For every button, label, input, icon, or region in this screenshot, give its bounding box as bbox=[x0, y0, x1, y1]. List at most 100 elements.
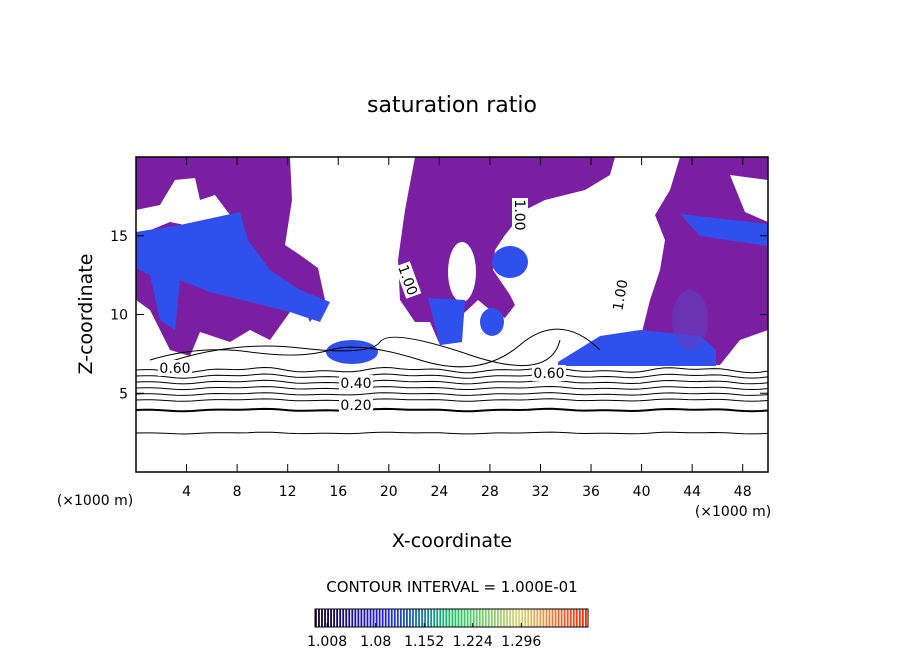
colorbar-tick-label: 1.152 bbox=[404, 634, 444, 650]
contour-lines bbox=[135, 328, 769, 435]
colorbar-stripe bbox=[415, 609, 417, 627]
colorbar-stripe bbox=[402, 609, 405, 627]
x-tick-label: 12 bbox=[279, 484, 297, 500]
contour-line bbox=[135, 398, 769, 402]
colorbar-stripe bbox=[396, 609, 399, 627]
colorbar-stripe bbox=[490, 609, 493, 627]
colorbar-stripe bbox=[412, 609, 414, 627]
colorbar-tick-label: 1.296 bbox=[501, 634, 541, 650]
colorbar-tick-label: 1.008 bbox=[307, 634, 347, 650]
colorbar-stripe bbox=[524, 609, 527, 627]
contour-line bbox=[135, 379, 769, 385]
colorbar-stripe bbox=[475, 609, 478, 627]
contour-label: 0.60 bbox=[533, 366, 564, 382]
colorbar-stripe bbox=[469, 609, 472, 627]
colorbar-stripe bbox=[487, 609, 490, 627]
colorbar-stripe bbox=[327, 609, 329, 627]
x-tick-label: 4 bbox=[182, 484, 191, 500]
contour-label: 0.60 bbox=[159, 361, 190, 377]
colorbar-stripe bbox=[378, 609, 381, 627]
colorbar-stripe bbox=[399, 609, 402, 627]
colorbar-stripe bbox=[463, 609, 466, 627]
colorbar-stripe bbox=[460, 609, 463, 627]
contour-label-bg bbox=[394, 261, 422, 299]
colorbar-stripe bbox=[409, 609, 411, 627]
colorbar-stripe bbox=[512, 609, 514, 627]
y-unit: (×1000 m) bbox=[57, 493, 133, 509]
colorbar-stripe bbox=[584, 609, 587, 627]
colorbar-stripe bbox=[348, 609, 351, 627]
x-unit: (×1000 m) bbox=[695, 504, 771, 520]
blue-region bbox=[480, 308, 504, 336]
colorbar-stripe bbox=[427, 609, 430, 627]
filled-regions bbox=[136, 157, 768, 366]
colorbar-stripe bbox=[484, 609, 487, 627]
x-tick-label: 28 bbox=[481, 484, 499, 500]
colorbar-stripe bbox=[560, 609, 563, 627]
colorbar-stripe bbox=[500, 609, 502, 627]
white-gap bbox=[730, 175, 768, 222]
colorbar-tick-label: 1.224 bbox=[453, 634, 493, 650]
colorbar-stripe bbox=[451, 609, 454, 627]
contour-label-bg bbox=[609, 276, 631, 314]
x-tick-label: 16 bbox=[329, 484, 347, 500]
colorbar-stripe bbox=[372, 609, 375, 627]
x-tick-label: 36 bbox=[582, 484, 600, 500]
colorbar-stripe bbox=[387, 609, 390, 627]
colorbar-stripe bbox=[345, 609, 348, 627]
contour-label-bg bbox=[339, 397, 373, 413]
contour-label: 1.00 bbox=[610, 278, 631, 311]
colorbar-frame bbox=[314, 608, 589, 628]
x-tick-label: 40 bbox=[633, 484, 651, 500]
colorbar-stripe bbox=[478, 609, 481, 627]
x-tick-label: 48 bbox=[734, 484, 752, 500]
colorbar-stripe bbox=[466, 609, 469, 627]
blue-region bbox=[672, 290, 708, 350]
colorbar-stripe bbox=[351, 609, 354, 627]
contour-label: 0.40 bbox=[340, 376, 371, 392]
contour-interval: CONTOUR INTERVAL = 1.000E-01 bbox=[326, 578, 577, 596]
blue-region bbox=[680, 214, 768, 246]
blue-region bbox=[428, 298, 465, 345]
colorbar-stripe bbox=[554, 609, 557, 627]
colorbar-stripe bbox=[533, 609, 536, 627]
x-axis-label: X-coordinate bbox=[392, 530, 512, 552]
contour-line bbox=[159, 336, 561, 367]
contour-label-bg bbox=[532, 365, 566, 381]
colorbar: 1.008 1.08 1.152 1.224 1.296 bbox=[307, 608, 589, 650]
colorbar-stripe bbox=[521, 609, 524, 627]
y-tick-label: 15 bbox=[110, 229, 128, 245]
colorbar-stripe bbox=[497, 609, 499, 627]
colorbar-stripe bbox=[439, 609, 442, 627]
colorbar-stripe bbox=[336, 609, 339, 627]
y-tick-label: 5 bbox=[119, 386, 128, 402]
colorbar-stripe bbox=[506, 609, 508, 627]
purple-region bbox=[640, 157, 768, 365]
x-tick-label: 20 bbox=[380, 484, 398, 500]
colorbar-stripe bbox=[539, 609, 542, 627]
colorbar-stripe bbox=[563, 609, 566, 627]
contour-label-bg bbox=[512, 198, 528, 232]
purple-region bbox=[398, 157, 615, 345]
white-gap bbox=[448, 242, 476, 302]
colorbar-stripe bbox=[354, 609, 357, 627]
colorbar-stripe bbox=[375, 609, 378, 627]
colorbar-stripe bbox=[442, 609, 445, 627]
contour-label-bg bbox=[339, 375, 373, 391]
blue-region bbox=[326, 340, 378, 364]
x-tick-label: 32 bbox=[532, 484, 550, 500]
colorbar-stripe bbox=[436, 609, 439, 627]
colorbar-stripe bbox=[393, 609, 396, 627]
colorbar-stripe bbox=[578, 609, 581, 627]
colorbar-stripe bbox=[581, 609, 584, 627]
colorbar-stripe bbox=[493, 609, 496, 627]
colorbar-stripe bbox=[390, 609, 393, 627]
colorbar-stripe bbox=[536, 609, 539, 627]
colorbar-stripe bbox=[330, 609, 332, 627]
colorbar-stripe bbox=[515, 609, 518, 627]
y-axis-label: Z-coordinate bbox=[75, 254, 97, 375]
colorbar-stripe bbox=[445, 609, 448, 627]
blue-region bbox=[492, 246, 528, 278]
colorbar-stripe bbox=[545, 609, 548, 627]
